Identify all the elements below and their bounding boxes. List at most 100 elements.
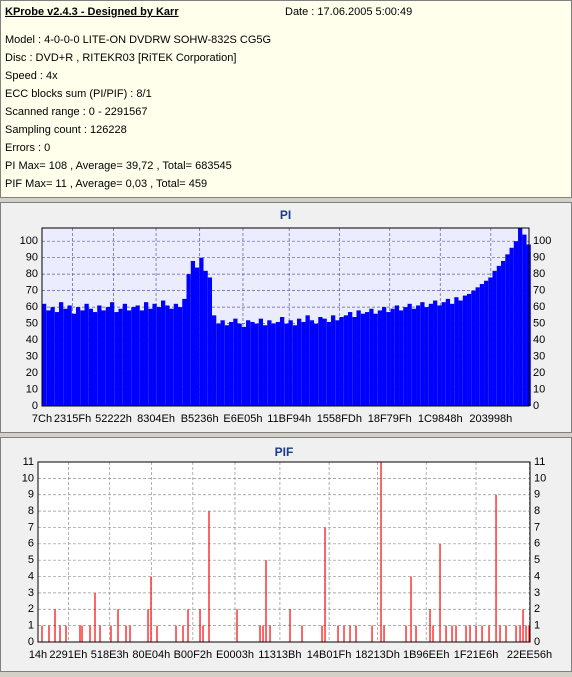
bar	[488, 277, 493, 406]
x-tick-label: B00F2h	[174, 649, 213, 661]
y-tick-label-right: 7	[534, 521, 540, 533]
x-tick-label: 14B01Fh	[307, 649, 352, 661]
bar	[182, 298, 187, 406]
bar	[101, 310, 106, 406]
bar	[97, 305, 102, 406]
x-tick-label: 14h	[29, 649, 47, 661]
y-tick-label-right: 0	[533, 400, 539, 412]
bar	[229, 321, 234, 406]
y-tick-label: 90	[26, 252, 38, 264]
bar	[131, 307, 136, 406]
bar	[237, 323, 242, 406]
plot-frame	[37, 461, 531, 643]
bar	[441, 302, 446, 406]
y-tick-label-right: 9	[534, 489, 540, 501]
y-tick-label: 60	[26, 301, 38, 313]
bar	[110, 302, 115, 406]
y-tick-label: 7	[28, 521, 34, 533]
bar	[267, 320, 272, 406]
bar	[271, 323, 276, 406]
x-tick-label: B5236h	[181, 413, 219, 425]
bar	[411, 308, 417, 406]
y-tick-label: 50	[26, 317, 38, 329]
bar	[156, 307, 162, 406]
bar	[80, 310, 85, 406]
bar	[71, 313, 77, 406]
bar	[178, 307, 183, 406]
info-line: Errors : 0	[5, 142, 50, 154]
bar	[203, 270, 208, 406]
bar	[509, 247, 514, 406]
bar	[428, 303, 434, 406]
bar	[84, 303, 89, 406]
bar	[297, 318, 302, 406]
bar	[88, 308, 94, 406]
bar	[454, 297, 459, 406]
y-tick-label: 70	[26, 285, 38, 297]
bar	[318, 317, 323, 406]
x-tick-label: 518E3h	[91, 649, 129, 661]
bar	[458, 300, 463, 406]
bar	[479, 284, 485, 406]
y-tick-label-right: 60	[533, 301, 545, 313]
bar	[360, 313, 366, 406]
x-tick-label: 2291Eh	[49, 649, 87, 661]
bar	[292, 325, 298, 406]
bar	[314, 323, 319, 406]
y-tick-label-right: 20	[533, 367, 545, 379]
bar	[365, 312, 370, 406]
y-tick-label-right: 0	[534, 636, 540, 648]
bar	[471, 290, 476, 406]
bar	[284, 323, 289, 406]
bar	[390, 308, 395, 406]
bar	[207, 277, 213, 406]
bar	[352, 317, 357, 406]
bar	[275, 321, 281, 406]
y-tick-label-right: 100	[533, 235, 551, 247]
y-tick-label-right: 11	[534, 456, 545, 468]
y-tick-label: 9	[28, 489, 34, 501]
y-tick-label: 5	[28, 554, 34, 566]
plot-area	[37, 461, 531, 643]
bar	[288, 320, 293, 406]
info-panel	[0, 0, 572, 198]
bar	[403, 307, 408, 406]
y-tick-label: 10	[26, 383, 38, 395]
x-tick-label: 1F21E6h	[454, 649, 499, 661]
bar	[241, 326, 247, 406]
bar	[233, 318, 238, 406]
bar	[445, 298, 451, 406]
y-tick-label-right: 90	[533, 252, 545, 264]
bar	[407, 303, 412, 406]
y-tick-label-right: 4	[534, 570, 540, 582]
bar	[59, 302, 64, 406]
y-tick-label-right: 2	[534, 603, 540, 615]
bar	[50, 307, 55, 406]
x-tick-label: 203998h	[469, 413, 512, 425]
bar	[135, 305, 140, 406]
bar	[258, 318, 264, 406]
x-tick-label: 1B96EEh	[403, 649, 449, 661]
bar	[263, 325, 268, 406]
bar	[356, 310, 361, 406]
bar	[139, 310, 145, 406]
x-tick-label: 11BF94h	[267, 413, 311, 425]
y-tick-label-right: 6	[534, 538, 540, 550]
y-tick-label: 4	[28, 570, 34, 582]
y-tick-label: 10	[22, 472, 34, 484]
y-tick-label: 40	[26, 334, 38, 346]
y-tick-label-right: 1	[534, 620, 540, 632]
y-tick-label: 80	[26, 268, 38, 280]
bar	[114, 312, 119, 406]
bar	[122, 303, 128, 406]
x-tick-label: E6E05h	[223, 413, 262, 425]
bar	[394, 305, 400, 406]
y-tick-label: 100	[20, 235, 38, 247]
bar	[382, 307, 387, 406]
bar	[399, 310, 404, 406]
bar	[254, 323, 259, 406]
y-tick-label-right: 5	[534, 554, 540, 566]
bar	[165, 305, 170, 406]
bar	[331, 315, 336, 406]
